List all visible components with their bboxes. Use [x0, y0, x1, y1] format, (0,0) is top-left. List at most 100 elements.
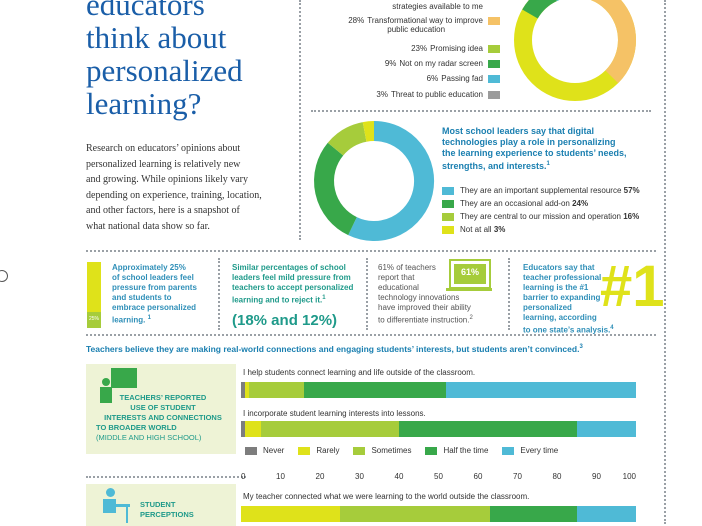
x-tick-label: 70 [513, 472, 522, 481]
stat-line: and students to [112, 293, 172, 302]
legend-item: Never [245, 446, 284, 455]
donut2-title-line: technologies play a role in personalizin… [442, 137, 616, 147]
bar-segment-sometimes [248, 382, 305, 398]
teacher-panel-line: TEACHERS’ REPORTED [119, 393, 207, 402]
stat-line: teachers to accept personalized [232, 283, 354, 292]
legend-swatch [488, 90, 500, 99]
donut2-title-line: strengths, and interests.1 [442, 159, 627, 172]
stat-line: have improved their ability [378, 303, 471, 312]
donut2-legend: They are an important supplemental resou… [442, 184, 667, 236]
donut2-segment [327, 122, 368, 156]
stat-line-text: to differentiate instruction. [378, 315, 470, 325]
donut1-row: 28% Transformational way to improve publ… [348, 16, 500, 34]
stat-line: Similar percentages of school [232, 263, 346, 272]
legend-swatch [502, 446, 515, 455]
legend-swatch [488, 17, 500, 25]
stat-line: report that [378, 273, 415, 282]
x-tick-label: 60 [473, 472, 483, 481]
laptop-screen-label: 61% [460, 267, 479, 277]
bar-label-1: I incorporate student learning interests… [243, 409, 426, 418]
donut1-row-text: Passing fad [441, 74, 483, 83]
stat-line: learning is the #1 [523, 283, 589, 292]
legend-label: Sometimes [371, 446, 412, 455]
divider [218, 258, 220, 330]
headline-line: learning? [86, 86, 202, 121]
donut1-row-pct: 6% [426, 74, 439, 83]
legend-item: Every time [502, 446, 558, 455]
donut2-row-text: They are an occasional add-on [460, 199, 570, 208]
stat2-big: (18% and 12%) [232, 312, 338, 329]
bar-label-2: My teacher connected what we were learni… [243, 492, 530, 501]
stat-line: learning and to reject it.1 [232, 293, 353, 306]
stat-line: 61% of teachers [378, 263, 436, 272]
donut2-row: They are central to our mission and oper… [442, 210, 667, 223]
stat-line: Educators say that [523, 263, 595, 272]
legend-swatch [488, 3, 500, 11]
stat-line: to one state’s analysis.4 [523, 323, 614, 336]
donut1-row-pct: 28% [348, 16, 365, 25]
intro-line: and growing. While opinions likely vary [86, 174, 249, 185]
footnote-marker: 4 [610, 325, 614, 331]
divider [508, 258, 510, 330]
donut1-row-text: strategies available to me [392, 2, 483, 11]
bar-label-0: I help students connect learning and lif… [243, 368, 476, 377]
section-title: Teachers believe they are making real-wo… [86, 344, 661, 354]
donut1-row: 6% Passing fad [427, 74, 500, 83]
legend-item: Sometimes [353, 446, 411, 455]
laptop-icon: 61% [446, 259, 492, 293]
donut2-title: Most school leaders say that digital tec… [442, 126, 627, 172]
stat-line: teacher professional [523, 273, 602, 282]
bar-segment-never [241, 382, 245, 398]
stat4-text: Educators say that teacher professional … [523, 263, 614, 336]
donut2-title-line: the learning experience to students’ nee… [442, 148, 627, 158]
intro-line: Research on educators’ opinions about [86, 143, 241, 154]
donut2-title-text: strengths, and interests. [442, 161, 547, 171]
section-title-text: Teachers believe they are making real-wo… [86, 344, 580, 354]
x-tick-label: 80 [552, 472, 562, 481]
headline-line: personalized [86, 53, 243, 88]
stat-line: learning. 1 [112, 313, 197, 326]
intro-line: what national data show so far. [86, 220, 210, 232]
bar-segment-half-the-time [304, 382, 447, 398]
stat-line: educational [378, 283, 419, 292]
stat-line: barrier to expanding [523, 293, 601, 302]
x-tick-label: 10 [276, 472, 285, 481]
x-axis: 0 10 20 30 40 50 60 70 80 90 100 [241, 472, 636, 484]
headline: educators think about personalized learn… [86, 0, 243, 120]
bar-segment-rarely [244, 421, 261, 437]
donut1-row-text: Threat to public education [390, 90, 483, 99]
legend-swatch [488, 44, 500, 53]
headline-line: think about [86, 20, 227, 55]
donut2-row-pct: 24% [572, 199, 589, 208]
divider [299, 0, 301, 240]
x-tick-label: 50 [434, 472, 443, 481]
teacher-head [102, 378, 110, 386]
x-tick-label: 30 [355, 472, 364, 481]
divider [86, 250, 656, 252]
x-tick-label: 90 [592, 472, 601, 481]
donut1-row-text: Transformational way to improve [367, 16, 483, 25]
teacher-panel-line: INTERESTS AND CONNECTIONS [104, 413, 222, 422]
footnote-marker: 1 [147, 315, 151, 321]
donut2-row-text: They are central to our mission and oper… [460, 212, 621, 221]
student-desk [114, 504, 130, 507]
headline-line: educators [86, 0, 205, 22]
bar-chart: I help students connect learning and lif… [241, 366, 636, 526]
donut2-row-pct: 16% [623, 212, 640, 221]
divider [86, 334, 656, 336]
stat-line: Approximately 25% [112, 263, 186, 272]
stat-line-text: learning. [112, 315, 146, 325]
x-tick-label: 40 [394, 472, 404, 481]
bar-segment-never [241, 421, 245, 437]
laptop-screen-inner [454, 264, 486, 284]
bar-track [241, 506, 636, 522]
student-body [103, 499, 116, 513]
donut1-row-pct: 3% [376, 90, 388, 99]
donut1-segment [590, 0, 636, 41]
donut1-row: 23% Promising idea [411, 44, 500, 53]
donut2-row-text: Not at all [460, 225, 492, 234]
donut1-row-text: Not on my radar screen [399, 59, 483, 68]
stat-line: to differentiate instruction.2 [378, 313, 473, 326]
student-icon [100, 488, 130, 526]
donut1-row: 9% Not on my radar screen [385, 59, 500, 68]
